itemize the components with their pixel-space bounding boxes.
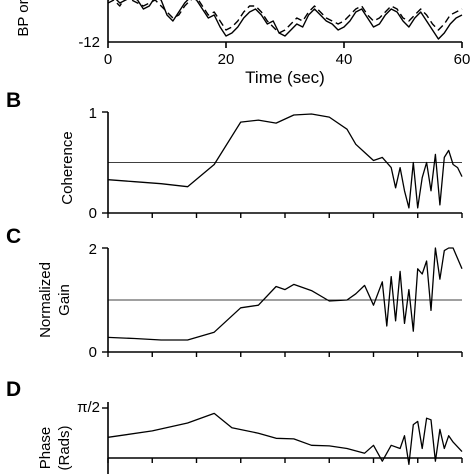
panel-a-ylabel: BP or <box>15 0 32 37</box>
panel-c-ytick-bottom: 0 <box>89 344 97 361</box>
panel-b-letter: B <box>6 89 21 112</box>
panel-a-xtick-label: 20 <box>218 51 235 68</box>
panel-c-series <box>107 247 463 341</box>
panel-d-series <box>107 412 463 466</box>
panel-a-ytick-label: -12 <box>78 34 100 51</box>
panel-a-xtick-label: 40 <box>336 51 353 68</box>
panel-c-ylabel-line1: Normalized <box>37 262 54 338</box>
panel-c-letter: C <box>6 225 21 248</box>
panel-c-ylabel-line2: Gain <box>56 284 73 316</box>
panel-d-ylabel-line2: (Rads) <box>56 425 73 470</box>
panel-b-ytick-bottom: 0 <box>89 205 97 222</box>
panel-a-xtick-label: 0 <box>104 51 112 68</box>
panel-d-ylabel-line1: Phase <box>37 427 54 470</box>
panel-d: D π/2 Phase (Rads) <box>6 378 463 474</box>
panel-c-ytick-top: 2 <box>89 241 97 258</box>
panel-b: B 1 0 Coherence <box>6 89 463 222</box>
panel-b-series <box>107 113 463 209</box>
panel-c: C 2 0 Normalized Gain <box>6 225 463 361</box>
panel-a-series-dashed <box>107 0 463 34</box>
panel-a-xtick-label: 60 <box>454 51 471 68</box>
panel-d-letter: D <box>6 378 21 401</box>
panel-d-ytick-top: π/2 <box>77 399 100 416</box>
panel-a-xlabel: Time (sec) <box>245 68 325 87</box>
panel-b-ytick-top: 1 <box>89 105 97 122</box>
panel-b-ylabel: Coherence <box>59 131 76 204</box>
panel-a-series-solid <box>108 0 463 40</box>
panel-a: 0 20 40 60 -12 BP or Time (sec) <box>15 0 470 87</box>
